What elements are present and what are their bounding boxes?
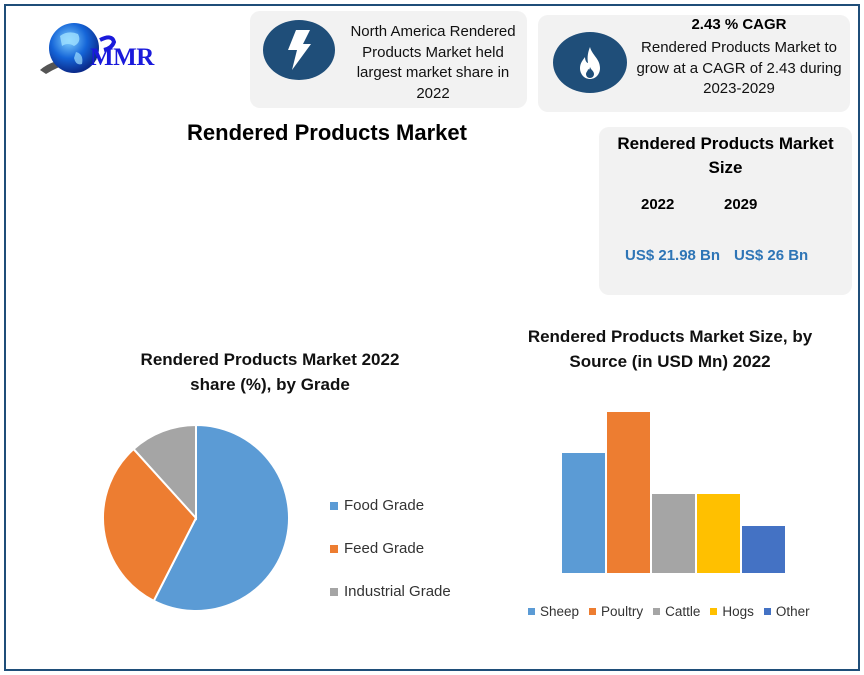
mmr-logo: MMR [38, 20, 178, 84]
legend-item-other: Other [763, 604, 810, 619]
lightning-bolt-icon [263, 20, 335, 80]
bar-chart [562, 412, 785, 573]
value-end: US$ 26 Bn [734, 247, 809, 264]
legend-label: Food Grade [344, 497, 425, 514]
value-start: US$ 21.98 Bn [625, 247, 721, 264]
year-start: 2022 [641, 196, 675, 213]
market-size-title: Rendered Products Market Size [617, 134, 834, 177]
logo-text: MMR [90, 44, 154, 71]
legend-swatch [763, 608, 771, 615]
legend-swatch [710, 608, 718, 615]
region-share-text: North America Rendered Products Market h… [350, 23, 516, 102]
bar-hogs [697, 494, 740, 573]
pie-chart-title: Rendered Products Market 2022 share (%),… [140, 350, 400, 394]
flame-icon [553, 32, 627, 93]
bar-chart-title: Rendered Products Market Size, by Source… [527, 327, 813, 371]
legend-item-feed-grade: Feed Grade [330, 540, 424, 557]
cagr-text: Rendered Products Market to grow at a CA… [636, 39, 842, 97]
legend-swatch [653, 608, 661, 615]
pie-chart [102, 423, 290, 612]
globe-icon [40, 23, 117, 74]
legend-item-hogs: Hogs [710, 604, 754, 619]
bar-chart-legend: Sheep Poultry Cattle Hogs Other [528, 604, 810, 619]
legend-label: Other [775, 604, 810, 619]
legend-item-industrial-grade: Industrial Grade [330, 583, 451, 600]
legend-label: Industrial Grade [344, 583, 451, 600]
year-end: 2029 [724, 196, 758, 213]
market-size-card: Rendered Products Market Size 2022 2029 … [599, 127, 852, 295]
legend-swatch [330, 587, 338, 596]
cagr-title: 2.43 % CAGR [691, 16, 787, 33]
cagr-card: 2.43 % CAGR Rendered Products Market to … [538, 15, 850, 112]
bar-sheep [562, 453, 605, 573]
bar-poultry [607, 412, 650, 573]
legend-swatch [589, 608, 597, 615]
legend-item-poultry: Poultry [589, 604, 643, 619]
legend-label: Feed Grade [344, 540, 425, 557]
legend-item-food-grade: Food Grade [330, 497, 424, 514]
legend-item-cattle: Cattle [653, 604, 700, 619]
legend-label: Hogs [722, 604, 754, 619]
pie-slice-food-grade [152, 423, 290, 612]
page-title: Rendered Products Market [187, 120, 467, 145]
bar-cattle [652, 494, 695, 573]
pie-slice-industrial-grade [132, 423, 197, 521]
region-share-card: North America Rendered Products Market h… [250, 11, 527, 108]
legend-swatch [528, 608, 535, 615]
pie-slice-feed-grade [102, 447, 198, 603]
legend-label: Poultry [601, 604, 644, 619]
legend-label: Sheep [540, 604, 580, 619]
bar-other [742, 526, 785, 573]
legend-swatch [330, 501, 338, 510]
legend-item-sheep: Sheep [528, 604, 579, 619]
legend-swatch [330, 544, 338, 553]
infographic-frame [4, 4, 860, 671]
legend-label: Cattle [665, 604, 701, 619]
